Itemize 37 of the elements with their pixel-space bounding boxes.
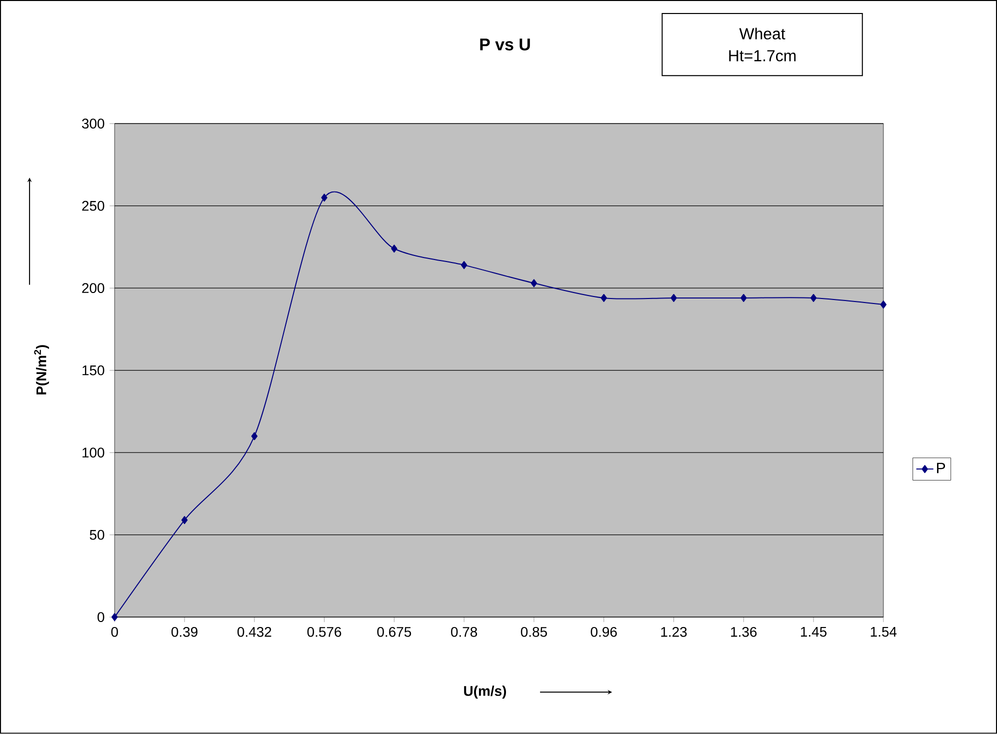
point xyxy=(321,194,328,202)
y-axis-title: P(N/m$^{2}$) xyxy=(34,345,50,395)
point xyxy=(810,294,817,302)
chart-title: P vs U xyxy=(480,38,530,51)
x-tick-label: 0.85 xyxy=(520,627,547,637)
point xyxy=(530,279,538,288)
point xyxy=(600,294,607,302)
x-tick-label: 1.23 xyxy=(661,627,687,637)
point xyxy=(251,432,258,440)
text: Wheat xyxy=(739,28,786,40)
x-tick-label: 0.576 xyxy=(307,627,342,637)
x-tick-label: 1.54 xyxy=(870,627,897,637)
point xyxy=(670,294,677,302)
point xyxy=(111,613,118,622)
x-tick-label: 0.39 xyxy=(171,627,198,637)
legend-label: P xyxy=(937,463,946,474)
y-tick-label: 50 xyxy=(90,530,104,540)
point xyxy=(460,261,468,270)
y-tick-label: 0 xyxy=(98,612,104,622)
point xyxy=(880,300,887,309)
y-tick-label: 100 xyxy=(82,448,104,458)
x-tick-label: 0.78 xyxy=(451,627,478,637)
x-axis-title: U(m/s) xyxy=(464,686,506,699)
y-tick-label: 200 xyxy=(82,283,104,294)
x-tick-label: 0.432 xyxy=(237,627,272,637)
x-tick-label: 0.675 xyxy=(377,627,412,637)
x-tick-label: 0 xyxy=(111,627,118,637)
y-tick-label: 250 xyxy=(82,201,104,211)
y-tick-label: 300 xyxy=(82,118,104,129)
y-tick-label: 150 xyxy=(82,366,104,376)
point xyxy=(740,294,747,302)
point xyxy=(391,244,398,253)
x-tick-label: 1.36 xyxy=(731,627,757,637)
point xyxy=(181,516,188,524)
text: Ht=1.7cm xyxy=(729,50,796,62)
x-tick-label: 1.45 xyxy=(800,627,827,637)
x-tick-label: 0.96 xyxy=(590,627,617,637)
